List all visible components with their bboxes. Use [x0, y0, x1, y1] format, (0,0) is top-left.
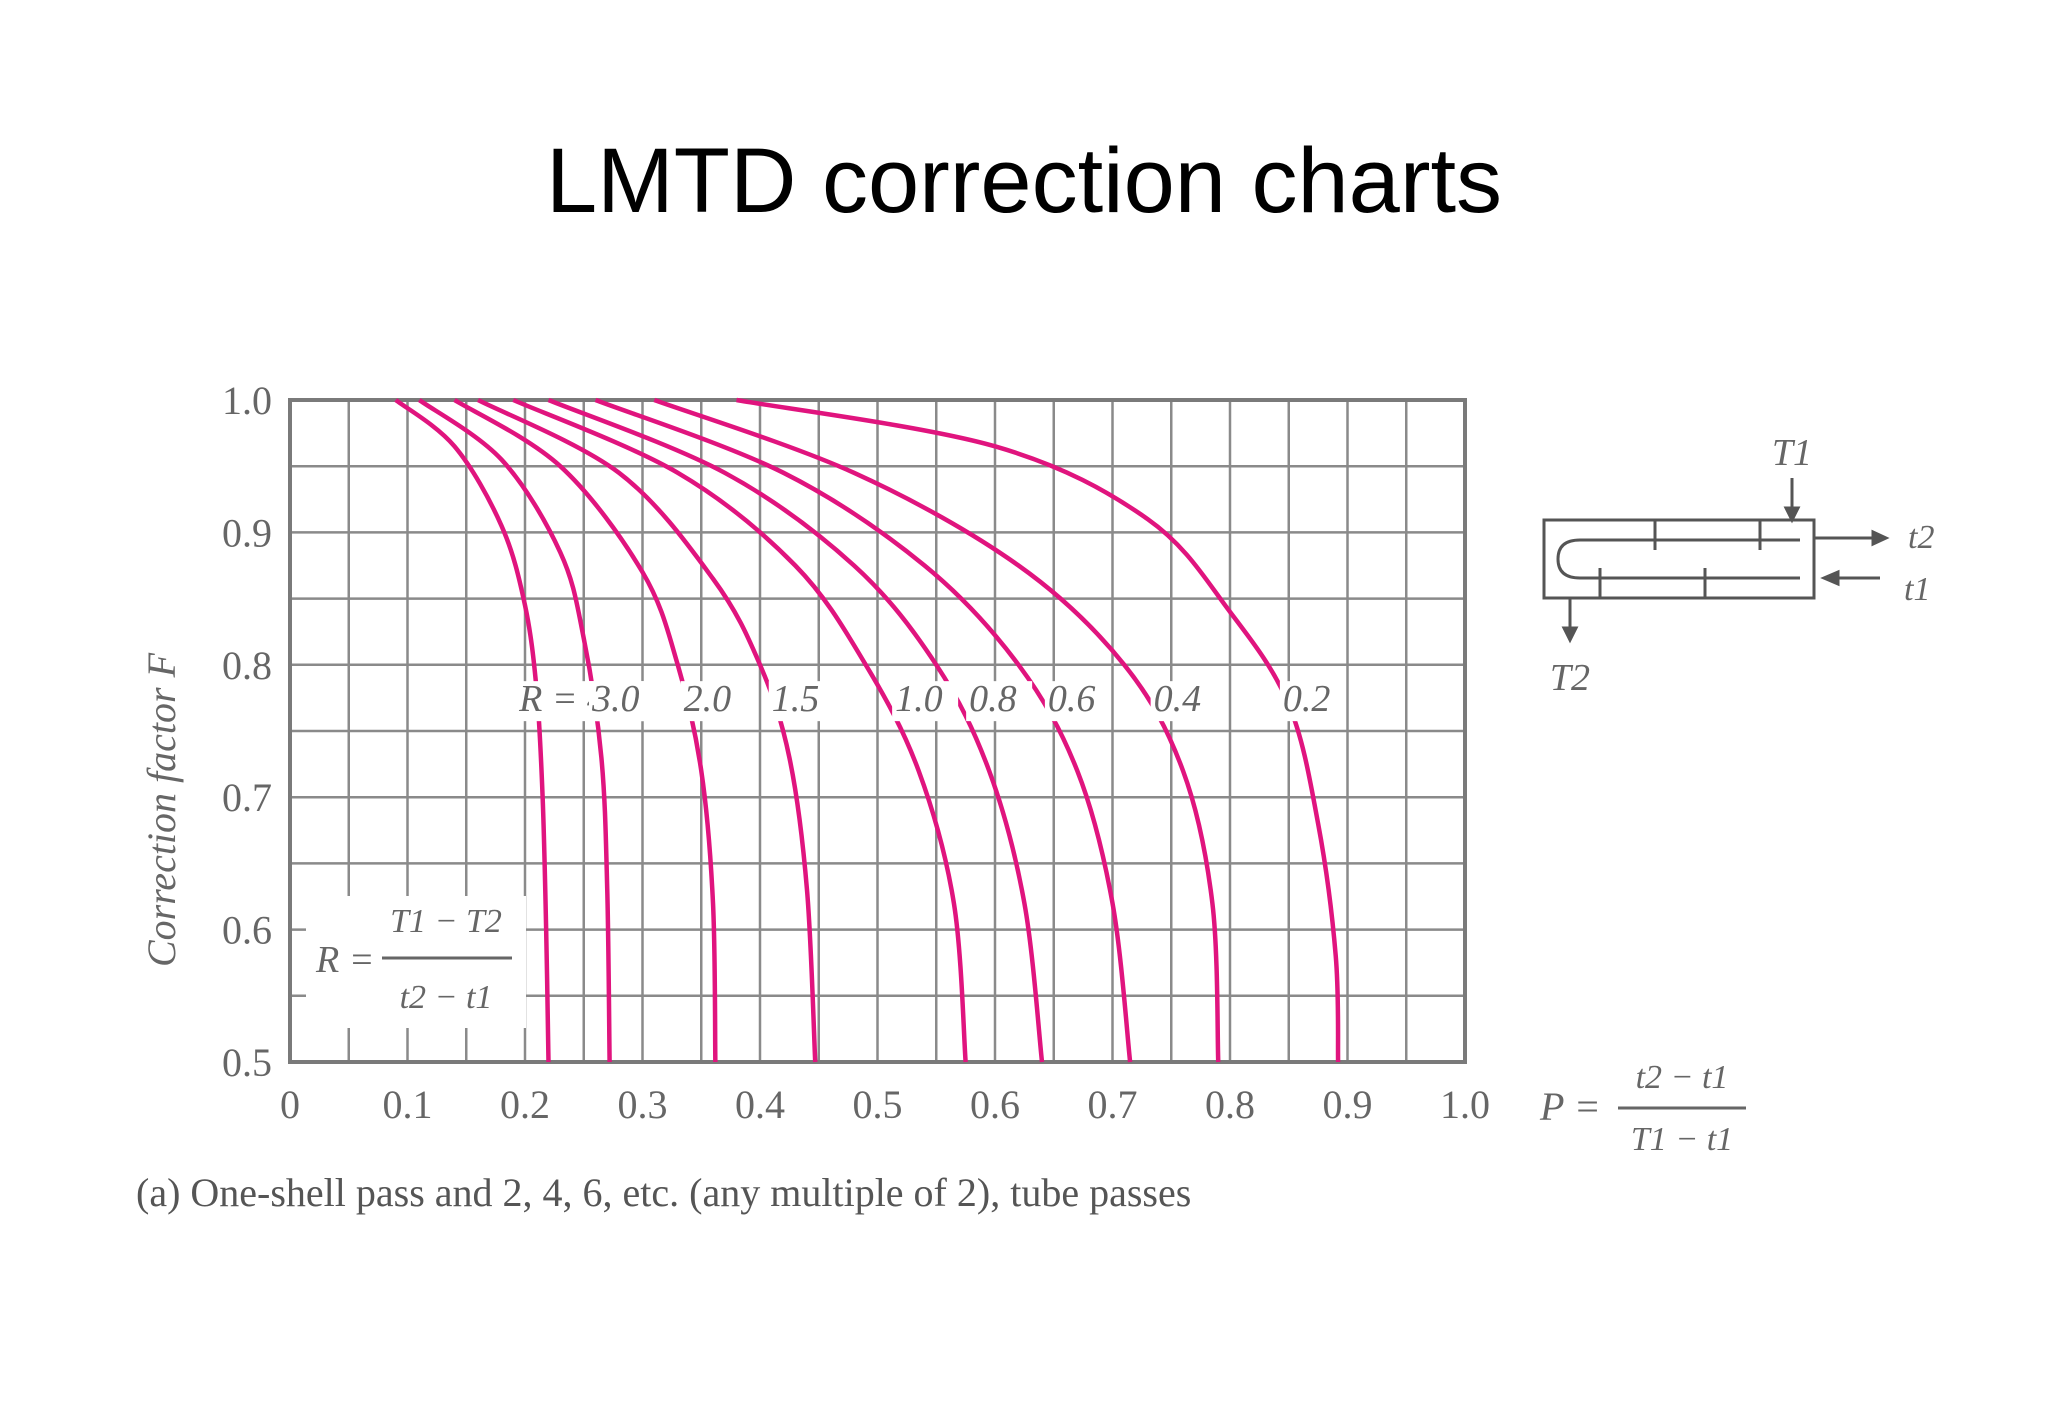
curve-label: 2.0 — [684, 678, 732, 720]
tube-inlet-label: t1 — [1904, 571, 1930, 608]
p-formula-denominator: T1 − t1 — [1631, 1121, 1733, 1158]
x-tick-label: 0.6 — [970, 1082, 1020, 1127]
tube-outlet-arrowhead — [1871, 529, 1890, 547]
x-tick-label: 0.2 — [500, 1082, 550, 1127]
p-formula-numerator: t2 − t1 — [1636, 1059, 1729, 1096]
curve-label-backdrop — [680, 681, 747, 722]
curve-series — [453, 398, 718, 1063]
curve-label-backdrop — [1279, 681, 1346, 722]
x-tick-label: 0.3 — [618, 1082, 668, 1127]
r-formula-numerator: T1 − T2 — [390, 903, 502, 940]
curve-series — [394, 398, 551, 1063]
curve-label-backdrop — [1150, 681, 1217, 722]
slide-title: LMTD correction charts — [545, 130, 1503, 232]
curve-series — [736, 397, 1341, 1063]
tube-u-bend — [1556, 538, 1800, 580]
chart-curves: R = 4.03.0 2.0 1.5 1.0 0.8 0.6 0.4 0.2 — [394, 397, 1346, 1063]
shell-outlet-arrowhead — [1561, 626, 1579, 644]
plot-frame — [288, 398, 1467, 1064]
curve-label-backdrop — [768, 681, 835, 722]
x-tick-label: 0.4 — [735, 1082, 785, 1127]
p-formula: P = t2 − t1 T1 − t1 — [1539, 1059, 1746, 1158]
curve-series — [653, 397, 1221, 1063]
curve-series — [417, 398, 612, 1063]
x-tick-label: 0 — [280, 1082, 300, 1127]
y-tick-label: 0.9 — [222, 510, 272, 555]
shell-inlet-arrowhead — [1783, 506, 1801, 524]
shell-outline — [1542, 518, 1816, 600]
y-tick-label: 1.0 — [222, 378, 272, 423]
x-tick-label: 0.5 — [853, 1082, 903, 1127]
curve-label: 0.2 — [1283, 678, 1331, 720]
shell-outlet-label: T2 — [1550, 657, 1590, 699]
x-tick-label: 0.7 — [1088, 1082, 1138, 1127]
curve-label: 0.4 — [1154, 678, 1202, 720]
heat-exchanger-schematic — [1542, 478, 1890, 644]
curve-label-backdrop — [966, 681, 1033, 722]
curve-label: 1.0 — [895, 678, 943, 720]
chart-ticks: 0 0.1 0.2 0.3 0.4 0.5 0.6 0.7 0.8 0.9 1.0 0.5 0.6 0.7… — [222, 378, 1490, 1127]
curve-label-backdrop — [1044, 681, 1111, 722]
curve-label: 1.5 — [772, 678, 820, 720]
curve-series — [547, 397, 1045, 1063]
curve-label-backdrop — [892, 681, 959, 722]
curve-label: 3.0 — [591, 678, 640, 720]
x-tick-label: 0.9 — [1323, 1082, 1373, 1127]
tube-inlet-arrowhead — [1820, 569, 1840, 587]
r-formula-denominator: t2 − t1 — [400, 979, 493, 1016]
r-formula: R = T1 − T2 t2 − t1 — [306, 896, 526, 1028]
curve-series — [512, 397, 968, 1063]
curve-series — [594, 397, 1133, 1063]
y-axis-label: Correction factor F — [139, 652, 184, 967]
r-formula-backdrop — [306, 896, 526, 1028]
curve-label: 0.6 — [1048, 678, 1096, 720]
curve-series — [476, 398, 818, 1063]
y-tick-label: 0.8 — [222, 643, 272, 688]
y-tick-label: 0.5 — [222, 1040, 272, 1085]
curve-label-backdrop — [588, 681, 655, 722]
tube-outlet-label: t2 — [1908, 519, 1934, 556]
r-formula-label: R = — [315, 939, 374, 981]
curve-label: 0.8 — [969, 678, 1017, 720]
shell-inlet-label: T1 — [1772, 432, 1812, 474]
p-formula-label: P = — [1539, 1084, 1601, 1129]
y-tick-label: 0.7 — [222, 775, 272, 820]
y-tick-label: 0.6 — [222, 908, 272, 953]
x-tick-label: 0.8 — [1205, 1082, 1255, 1127]
x-tick-label: 0.1 — [383, 1082, 433, 1127]
x-tick-label: 1.0 — [1440, 1082, 1490, 1127]
chart-caption: (a) One-shell pass and 2, 4, 6, etc. (an… — [136, 1170, 1191, 1215]
